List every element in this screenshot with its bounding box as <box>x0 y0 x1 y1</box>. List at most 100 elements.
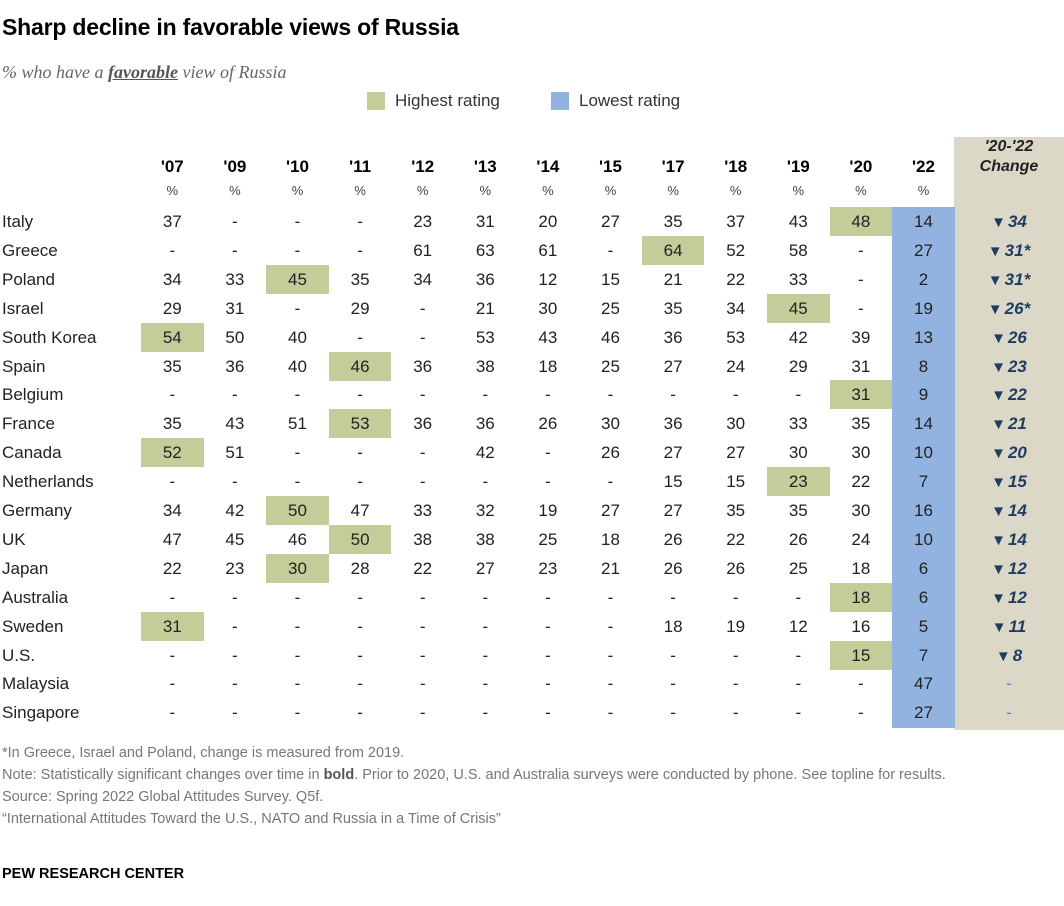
percent-label: % <box>604 183 617 198</box>
subtitle-prefix: % who have a <box>2 62 108 82</box>
highest-rating-cell: 54 <box>141 322 204 352</box>
table-cell: - <box>607 674 614 694</box>
table-cell: 37 <box>726 212 746 231</box>
highest-rating-cell: 50 <box>328 524 392 554</box>
lowest-rating-cell: 6 <box>892 582 955 613</box>
table-cell: 30 <box>601 414 620 434</box>
table-cell: 30 <box>538 298 558 318</box>
table-cell: - <box>357 443 363 463</box>
table-cell: - <box>419 645 426 665</box>
note-source: Source: Spring 2022 Global Attitudes Sur… <box>2 789 324 805</box>
table-cell: - <box>482 645 489 665</box>
highest-rating-cell: 31 <box>141 611 204 641</box>
table-cell: 36 <box>413 414 433 434</box>
change-number: 12 <box>1007 587 1027 607</box>
table-cell: - <box>294 587 301 607</box>
table-cell: 35 <box>726 501 746 520</box>
table-cell: - <box>482 703 489 723</box>
table-cell: 27 <box>663 443 683 463</box>
table-cell: - <box>232 645 238 665</box>
note-bold: bold <box>323 767 355 783</box>
table-cell: - <box>419 327 426 347</box>
table-cell: 40 <box>288 356 307 376</box>
down-arrow-icon: ▼ <box>991 387 1006 405</box>
table-cell: 34 <box>162 501 182 520</box>
down-arrow-icon: ▼ <box>995 647 1011 665</box>
country-label: France <box>2 414 55 434</box>
percent-label: % <box>229 183 241 198</box>
table-cell: - <box>419 472 426 492</box>
country-label: UK <box>2 529 26 549</box>
change-header-label: Change <box>979 158 1039 175</box>
table-cell: - <box>294 674 301 694</box>
table-cell: - <box>482 472 489 492</box>
country-label: U.S. <box>2 645 36 665</box>
lowest-rating-cell: 10 <box>892 524 955 555</box>
change-number: 31* <box>1004 269 1031 289</box>
table-cell: 46 <box>288 529 307 549</box>
highest-rating-cell: 30 <box>266 553 329 583</box>
year-header: '19 <box>786 157 810 176</box>
change-column-background <box>954 137 1064 730</box>
note-suffix: . Prior to 2020, U.S. and Australia surv… <box>354 767 946 783</box>
legend-swatch-highest <box>367 92 385 110</box>
table-cell: 30 <box>726 414 746 434</box>
table-cell: 31 <box>225 298 245 318</box>
table-cell: 25 <box>788 558 808 578</box>
table-cell: - <box>795 385 802 405</box>
percent-label: % <box>479 183 492 198</box>
down-arrow-icon: ▼ <box>987 300 1003 318</box>
change-value: ▼ 14 <box>954 525 1064 554</box>
change-value: ▼ 31* <box>954 236 1064 265</box>
table-cell: 38 <box>413 529 433 549</box>
table-cell: - <box>357 472 363 492</box>
country-label: Greece <box>2 240 58 260</box>
table-cell: - <box>294 616 301 636</box>
year-header: '11 <box>349 157 372 176</box>
table-cell: 42 <box>788 327 808 347</box>
table-cell: - <box>482 616 489 636</box>
table-cell: 29 <box>788 356 808 376</box>
table-cell: 27 <box>726 443 746 463</box>
table-cell: 23 <box>413 212 433 231</box>
down-arrow-icon: ▼ <box>991 445 1006 463</box>
highest-rating-cell: 15 <box>829 640 893 670</box>
table-cell: 50 <box>225 327 245 347</box>
table-cell: 42 <box>225 501 245 520</box>
year-header: '22 <box>912 157 935 176</box>
table-cell: - <box>482 385 489 405</box>
change-value: ▼ 23 <box>954 352 1064 381</box>
down-arrow-icon: ▼ <box>991 618 1007 636</box>
table-cell: 22 <box>162 558 182 578</box>
table-cell: - <box>357 674 363 694</box>
table-cell: 16 <box>851 616 871 636</box>
year-header: '15 <box>599 157 622 176</box>
table-cell: 38 <box>475 356 495 376</box>
table-cell: - <box>858 298 864 318</box>
table-cell: 36 <box>475 269 495 289</box>
table-cell: 27 <box>475 558 495 578</box>
country-label: Italy <box>2 212 34 231</box>
table-cell: - <box>795 674 802 694</box>
change-value: ▼ 15 <box>954 467 1064 496</box>
legend-swatch-lowest <box>551 92 569 110</box>
table-cell: 45 <box>225 529 245 549</box>
table-cell: - <box>169 472 176 492</box>
down-arrow-icon: ▼ <box>987 271 1003 289</box>
table-cell: - <box>858 240 864 260</box>
year-header: '09 <box>223 157 247 176</box>
table-cell: - <box>232 472 238 492</box>
table-cell: - <box>294 472 301 492</box>
table-cell: - <box>482 587 489 607</box>
table-cell: 30 <box>851 443 871 463</box>
table-cell: 30 <box>851 501 871 520</box>
table-cell: 21 <box>601 558 620 578</box>
percent-label: % <box>855 183 867 198</box>
table-cell: 19 <box>538 501 558 520</box>
table-cell: - <box>732 385 739 405</box>
year-header: '10 <box>286 157 309 176</box>
table-cell: - <box>357 327 363 347</box>
subtitle-suffix: view of Russia <box>177 62 287 82</box>
percent-label: % <box>917 183 930 198</box>
table-cell: - <box>169 385 176 405</box>
